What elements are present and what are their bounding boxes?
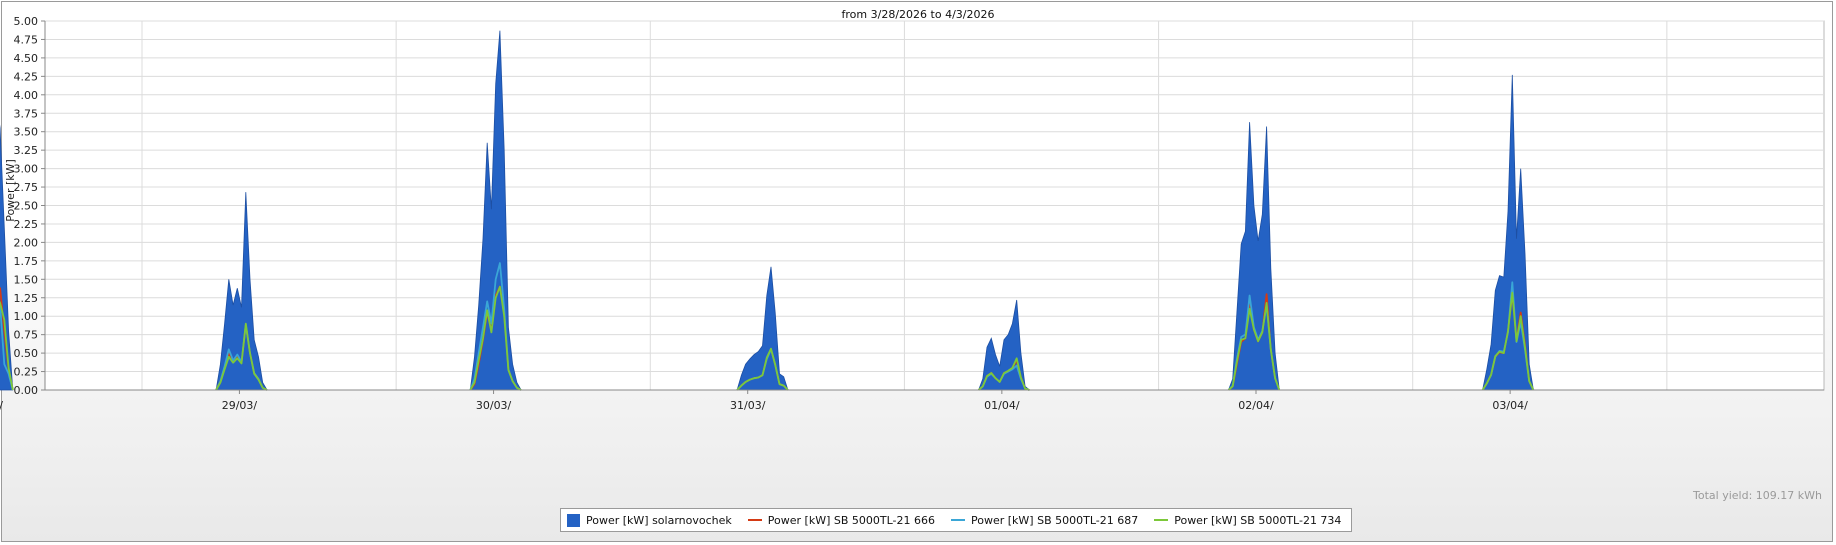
chart-title: from 3/28/2026 to 4/3/2026 xyxy=(841,8,995,21)
x-tick-label: 31/03/ xyxy=(730,399,766,412)
x-tick-label: 02/04/ xyxy=(1238,399,1274,412)
series-0-day-1 xyxy=(215,192,268,391)
legend-swatch-sb-666 xyxy=(747,519,762,521)
y-tick-label: 1.75 xyxy=(14,255,39,268)
series-0-day-2 xyxy=(469,30,522,391)
series-0-day-6 xyxy=(1482,74,1534,391)
legend-item-sb-734[interactable]: Power [kW] SB 5000TL-21 734 xyxy=(1154,514,1341,527)
x-tick-label: 28/03/ xyxy=(0,399,3,412)
series-0-day-5 xyxy=(1227,122,1280,391)
y-tick-label: 3.50 xyxy=(14,126,39,139)
series-1-day-0 xyxy=(0,287,14,391)
y-tick-label: 0.50 xyxy=(14,347,39,360)
y-tick-label: 1.00 xyxy=(14,310,39,323)
chart-legend: Power [kW] solarnovochek Power [kW] SB 5… xyxy=(560,508,1353,532)
legend-swatch-sb-734 xyxy=(1154,519,1169,521)
x-tick-label: 30/03/ xyxy=(476,399,512,412)
series-3 xyxy=(0,285,1535,391)
series-3-day-1 xyxy=(215,322,268,391)
series-3-day-4 xyxy=(978,357,1030,391)
y-tick-label: 2.25 xyxy=(14,218,39,231)
legend-label: Power [kW] SB 5000TL-21 734 xyxy=(1174,513,1342,527)
legend-label: Power [kW] SB 5000TL-21 666 xyxy=(767,513,935,527)
y-tick-label: 4.25 xyxy=(14,70,39,83)
y-tick-label: 4.75 xyxy=(14,33,39,46)
y-tick-label: 0.00 xyxy=(14,384,39,397)
y-axis-title: Power [kW] xyxy=(4,159,17,222)
y-tick-label: 1.50 xyxy=(14,273,39,286)
legend-label: Power [kW] solarnovochek xyxy=(586,513,732,527)
y-tick-label: 3.25 xyxy=(14,144,39,157)
series-3-day-6 xyxy=(1481,291,1535,391)
x-tick-label: 29/03/ xyxy=(222,399,258,412)
x-tick-label: 01/04/ xyxy=(984,399,1020,412)
total-yield: Total yield: 109.17 kWh xyxy=(1693,489,1822,502)
y-tick-label: 5.00 xyxy=(14,15,39,28)
series-3-day-2 xyxy=(469,285,522,391)
y-tick-label: 4.00 xyxy=(14,89,39,102)
y-tick-label: 0.75 xyxy=(14,329,39,342)
y-tick-label: 4.50 xyxy=(14,52,39,65)
legend-swatch-solarnovochek xyxy=(567,513,580,527)
legend-swatch-sb-687 xyxy=(951,519,965,521)
y-tick-label: 2.75 xyxy=(14,181,39,194)
legend-item-solarnovochek[interactable]: Power [kW] solarnovochek xyxy=(567,513,732,527)
y-tick-label: 1.25 xyxy=(14,292,39,305)
y-tick-label: 3.00 xyxy=(14,163,39,176)
y-tick-label: 0.25 xyxy=(14,366,39,379)
legend-label: Power [kW] SB 5000TL-21 687 xyxy=(971,513,1139,527)
series-3-day-0 xyxy=(0,300,14,391)
y-tick-label: 3.75 xyxy=(14,107,39,120)
y-tick-label: 2.00 xyxy=(14,236,39,249)
legend-item-sb-687[interactable]: Power [kW] SB 5000TL-21 687 xyxy=(951,514,1138,527)
series-3-day-3 xyxy=(736,347,789,391)
series-2-day-0 xyxy=(0,302,14,391)
x-tick-label: 03/04/ xyxy=(1492,399,1528,412)
y-tick-label: 2.50 xyxy=(14,200,39,213)
series-3-day-5 xyxy=(1227,302,1281,391)
legend-item-sb-666[interactable]: Power [kW] SB 5000TL-21 666 xyxy=(747,513,935,527)
series-0-day-3 xyxy=(736,266,789,391)
